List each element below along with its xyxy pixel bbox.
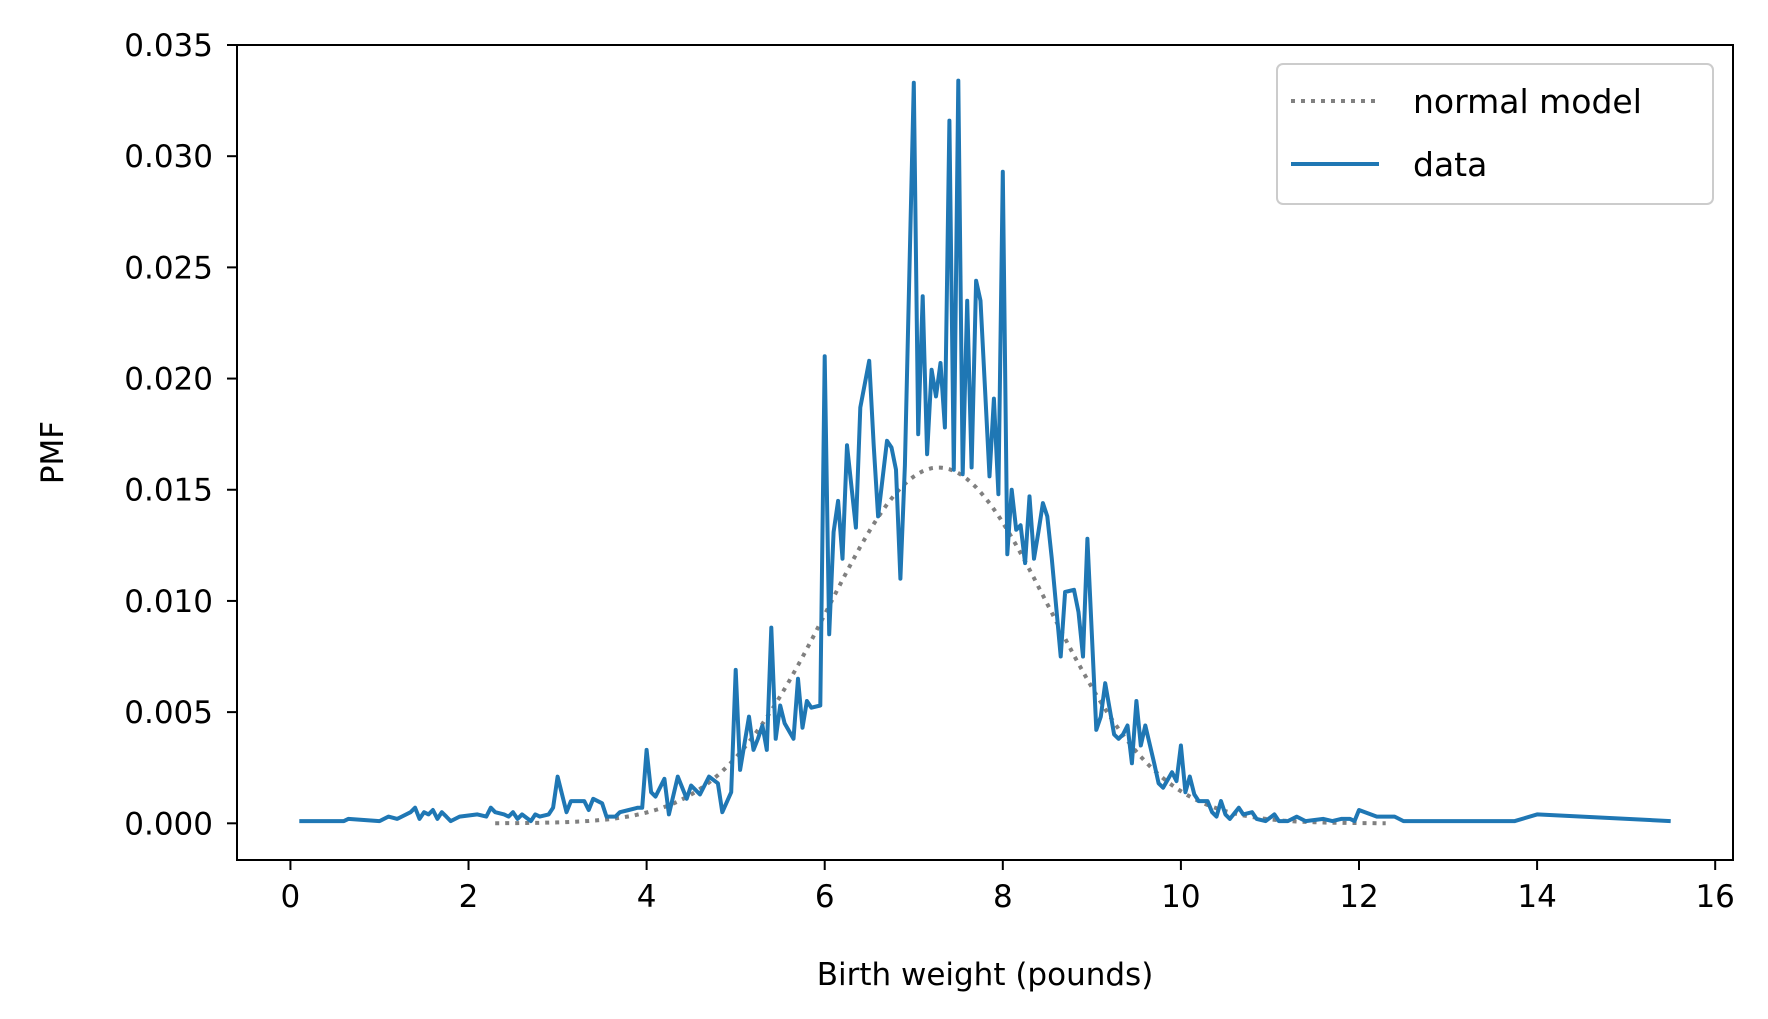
x-axis: 0 2 4 6 8 10 12 14 16 <box>281 860 1735 915</box>
series-line-normal-model <box>495 465 1386 826</box>
x-tick-label: 16 <box>1695 879 1734 915</box>
legend: normal model data <box>1276 63 1714 205</box>
x-tick-label: 6 <box>815 879 835 915</box>
y-tick-label: 0.015 <box>124 473 213 509</box>
x-tick-label: 12 <box>1339 879 1378 915</box>
y-tick-label: 0.025 <box>124 250 213 286</box>
x-tick-label: 2 <box>459 879 479 915</box>
y-tick-label: 0.000 <box>124 806 213 842</box>
x-tick-label: 4 <box>637 879 657 915</box>
y-tick-label: 0.005 <box>124 695 213 731</box>
x-tick-label: 14 <box>1517 879 1556 915</box>
y-tick-label: 0.035 <box>124 28 213 64</box>
y-tick-label: 0.020 <box>124 362 213 398</box>
plot-frame <box>236 44 1734 861</box>
legend-label-normal-model: normal model <box>1413 82 1642 121</box>
x-tick-label: 0 <box>281 879 301 915</box>
x-tick-label: 8 <box>993 879 1013 915</box>
legend-box <box>1276 63 1714 205</box>
y-tick-label: 0.010 <box>124 584 213 620</box>
legend-label-data: data <box>1413 145 1487 184</box>
series-line-data <box>299 78 1671 824</box>
x-axis-label: Birth weight (pounds) <box>817 957 1154 993</box>
plot-area <box>299 78 1671 826</box>
y-tick-label: 0.030 <box>124 139 213 175</box>
x-tick-label: 10 <box>1161 879 1200 915</box>
y-axis: 0.000 0.005 0.010 0.015 0.020 0.025 0.030 0.035 <box>124 28 237 842</box>
y-axis-label: PMF <box>35 421 71 484</box>
